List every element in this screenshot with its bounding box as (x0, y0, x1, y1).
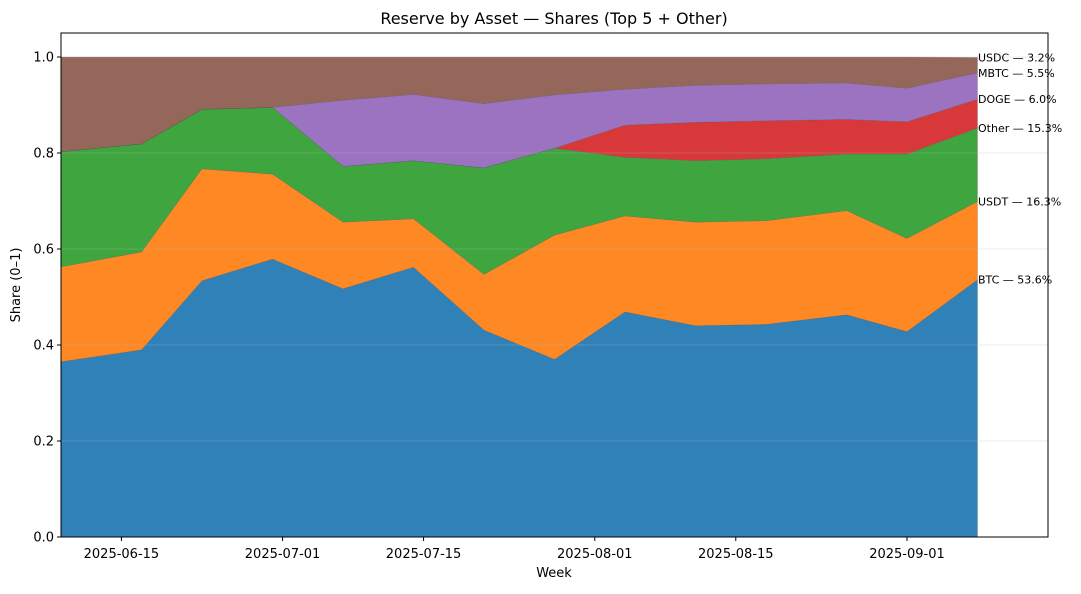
end-label-mbtc: MBTC — 5.5% (978, 67, 1055, 80)
y-tick-label: 0.4 (33, 339, 54, 354)
x-tick-label: 2025-07-15 (386, 547, 462, 562)
y-tick-label: 0.0 (33, 531, 54, 546)
x-tick-label: 2025-06-15 (84, 547, 160, 562)
x-axis-label: Week (536, 566, 572, 581)
x-axis-ticks: 2025-06-15 2025-07-01 2025-07-15 2025-08-01… (84, 537, 945, 562)
y-tick-label: 0.2 (33, 435, 54, 450)
y-tick-label: 0.6 (33, 243, 54, 258)
end-label-btc: BTC — 53.6% (978, 274, 1052, 287)
series-end-labels: BTC — 53.6% USDT — 16.3% Other — 15.3% DOGE… (978, 51, 1062, 286)
x-tick-label: 2025-07-01 (245, 547, 321, 562)
end-label-usdt: USDT — 16.3% (978, 195, 1061, 208)
end-label-other: Other — 15.3% (978, 122, 1062, 135)
y-tick-label: 1.0 (33, 51, 54, 66)
x-tick-label: 2025-08-15 (698, 547, 774, 562)
areas (60, 56, 978, 538)
end-label-usdc: USDC — 3.2% (978, 51, 1055, 64)
area-usdc (60, 56, 978, 152)
chart-title: Reserve by Asset — Shares (Top 5 + Other… (380, 9, 727, 28)
y-axis-label: Share (0–1) (9, 248, 24, 323)
y-axis-ticks: 0.0 0.2 0.4 0.6 0.8 1.0 (33, 51, 61, 546)
y-tick-label: 0.8 (33, 147, 54, 162)
x-tick-label: 2025-09-01 (869, 547, 945, 562)
end-label-doge: DOGE — 6.0% (978, 93, 1057, 106)
x-tick-label: 2025-08-01 (557, 547, 633, 562)
plot-frame (60, 32, 1049, 538)
